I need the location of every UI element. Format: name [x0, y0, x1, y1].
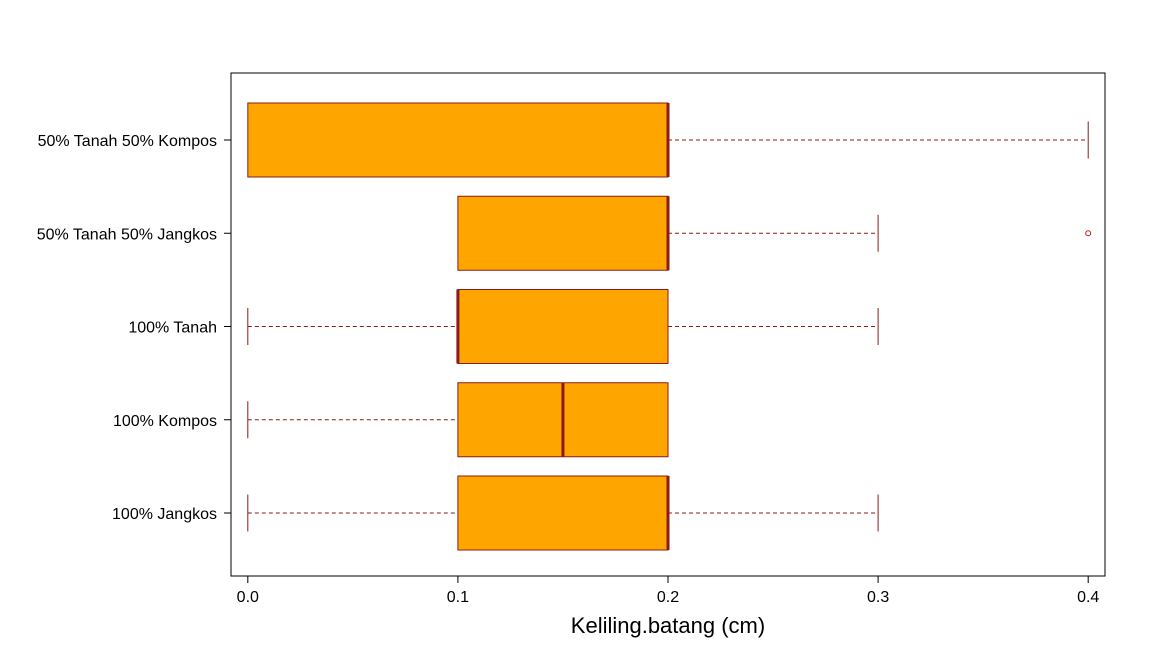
outlier-point [1085, 230, 1092, 237]
box-group [247, 289, 879, 364]
y-axis: 100% Jangkos 100% Kompos 100% Tanah 50% Tan… [37, 133, 231, 523]
box [457, 289, 669, 364]
box-group [247, 102, 1089, 178]
boxes-layer [247, 102, 1092, 551]
y-tick-label: 50% Tanah 50% Kompos [38, 133, 217, 150]
x-tick-label: 0.2 [657, 589, 679, 606]
x-tick-label: 0.0 [237, 589, 259, 606]
box-group [247, 475, 879, 551]
x-axis-label: Keliling.batang (cm) [571, 613, 765, 638]
x-tick-label: 0.1 [447, 589, 469, 606]
y-tick-label: 100% Jangkos [112, 506, 217, 523]
y-tick-label: 50% Tanah 50% Jangkos [37, 226, 217, 243]
box [457, 475, 669, 551]
box [247, 102, 669, 178]
x-tick-label: 0.4 [1077, 589, 1099, 606]
box [457, 195, 669, 271]
box-group [457, 195, 1092, 271]
y-tick-label: 100% Kompos [113, 413, 217, 430]
x-axis: 0.0 0.1 0.2 0.3 0.4 [237, 575, 1099, 606]
y-tick-label: 100% Tanah [128, 320, 217, 337]
x-tick-label: 0.3 [867, 589, 889, 606]
box-group [247, 382, 669, 458]
